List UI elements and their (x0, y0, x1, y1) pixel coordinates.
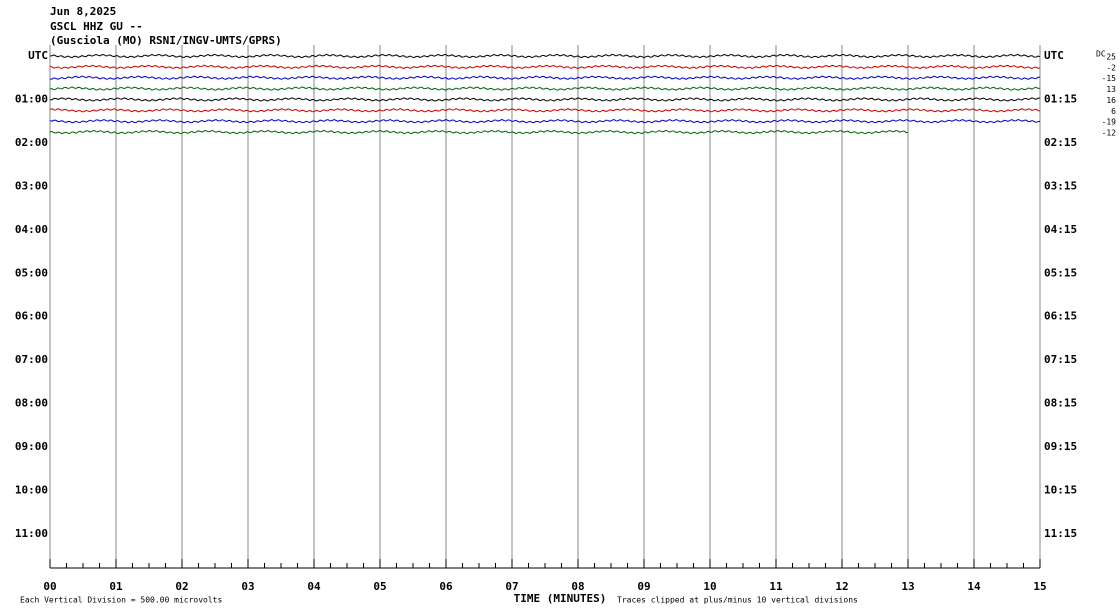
right-time-label: 01:15 (1044, 92, 1077, 105)
left-time-label: 10:00 (15, 484, 48, 497)
left-time-label: 05:00 (15, 266, 48, 279)
x-tick-label: 09 (637, 580, 650, 593)
x-tick-label: 11 (769, 580, 783, 593)
left-time-label: 09:00 (15, 440, 48, 453)
right-time-label: 06:15 (1044, 310, 1077, 323)
x-tick-label: 13 (901, 580, 914, 593)
trace (49, 129, 909, 135)
right-time-label: UTC (1044, 49, 1064, 62)
x-tick-label: 10 (703, 580, 716, 593)
left-time-label: 02:00 (15, 136, 48, 149)
left-time-label: 07:00 (15, 353, 48, 366)
x-tick-label: 03 (241, 580, 254, 593)
dc-offset: -19 (1102, 118, 1117, 127)
trace (49, 53, 1041, 59)
right-time-label: 02:15 (1044, 136, 1077, 149)
x-tick-label: 01 (109, 580, 123, 593)
x-tick-label: 04 (307, 580, 321, 593)
left-time-label: UTC (28, 49, 48, 62)
x-axis-label: TIME (MINUTES) (514, 592, 607, 605)
right-time-label: 11:15 (1044, 527, 1077, 540)
left-time-label: 03:00 (15, 179, 48, 192)
trace (49, 108, 1041, 113)
right-time-label: 08:15 (1044, 397, 1077, 410)
dc-label: DC (1096, 50, 1106, 59)
footer-right: Traces clipped at plus/minus 10 vertical… (617, 596, 858, 605)
x-tick-label: 00 (43, 580, 56, 593)
dc-offset: 25 (1106, 53, 1116, 62)
x-tick-label: 02 (175, 580, 188, 593)
left-time-label: 04:00 (15, 223, 48, 236)
x-tick-label: 06 (439, 580, 453, 593)
date: Jun 8,2025 (50, 5, 116, 18)
x-tick-label: 12 (835, 580, 848, 593)
left-time-label: 01:00 (15, 92, 48, 105)
trace (49, 64, 1041, 70)
right-time-label: 03:15 (1044, 179, 1077, 192)
left-time-label: 06:00 (15, 310, 48, 323)
trace (49, 97, 1041, 102)
trace (49, 118, 1041, 124)
trace (49, 75, 1041, 80)
dc-offset: -15 (1102, 74, 1117, 83)
dc-offset: -2 (1106, 63, 1116, 72)
footer-left: Each Vertical Division = 500.00 microvol… (20, 596, 222, 605)
right-time-label: 07:15 (1044, 353, 1077, 366)
left-time-label: 08:00 (15, 397, 48, 410)
right-time-label: 04:15 (1044, 223, 1077, 236)
x-tick-label: 15 (1033, 580, 1046, 593)
x-tick-label: 05 (373, 580, 386, 593)
left-time-label: 11:00 (15, 527, 48, 540)
dc-offset: 6 (1111, 107, 1116, 116)
trace (49, 86, 1041, 91)
dc-offset: -12 (1102, 129, 1117, 138)
right-time-label: 05:15 (1044, 266, 1077, 279)
right-time-label: 10:15 (1044, 484, 1077, 497)
channel: GSCL HHZ GU -- (50, 20, 143, 33)
dc-offset: 16 (1106, 96, 1116, 105)
x-tick-label: 14 (967, 580, 981, 593)
station: (Gusciola (MO) RSNI/INGV-UMTS/GPRS) (50, 34, 282, 47)
x-tick-label: 07 (505, 580, 518, 593)
right-time-label: 09:15 (1044, 440, 1077, 453)
x-tick-label: 08 (571, 580, 584, 593)
dc-offset: 13 (1106, 85, 1116, 94)
